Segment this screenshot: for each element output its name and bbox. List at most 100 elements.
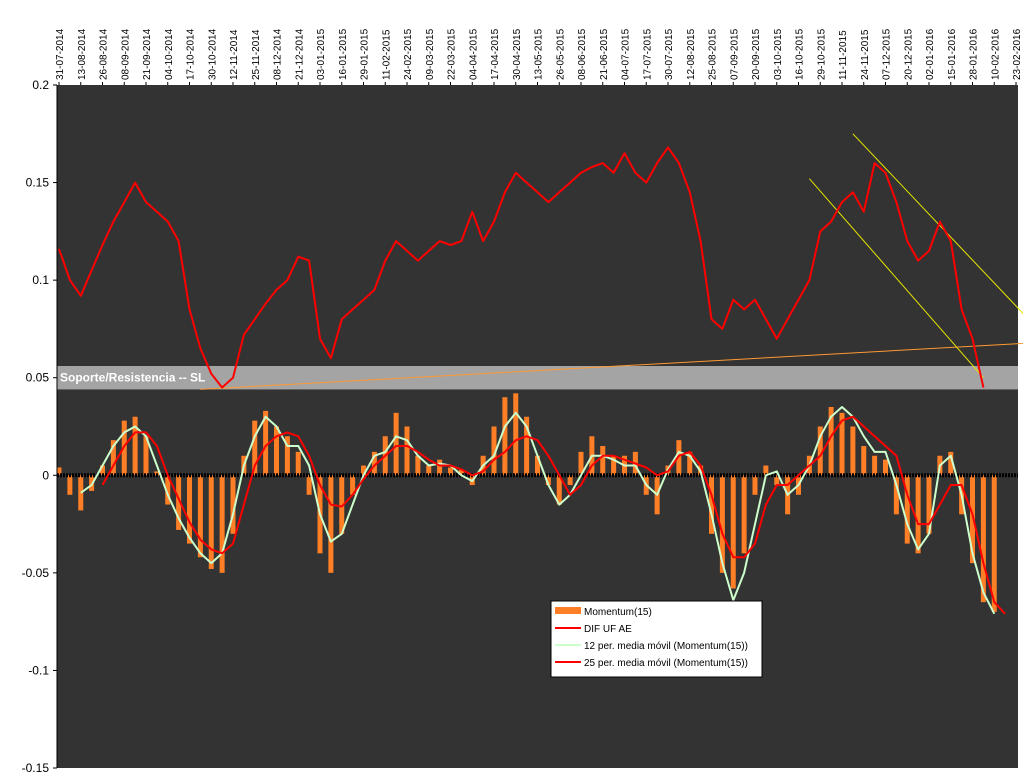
momentum-bar xyxy=(839,412,845,476)
momentum-bar xyxy=(915,475,921,554)
x-tick-label: 29-10-2015 xyxy=(816,28,827,80)
momentum-bar xyxy=(926,475,932,534)
x-tick-label: 21-12-2014 xyxy=(294,28,305,80)
x-tick-label: 30-10-2014 xyxy=(207,28,218,80)
momentum-bars xyxy=(56,393,997,612)
momentum-bar xyxy=(78,475,84,511)
momentum-bar xyxy=(110,440,116,476)
x-tick-label: 22-03-2015 xyxy=(447,28,458,80)
momentum-bar xyxy=(404,426,410,476)
momentum-bar xyxy=(991,475,997,612)
x-tick-label: 02-01-2016 xyxy=(925,28,936,80)
legend-swatch xyxy=(555,607,581,614)
momentum-bar xyxy=(100,465,105,476)
x-tick-label: 04-10-2014 xyxy=(164,28,175,80)
momentum-bar xyxy=(502,397,508,476)
momentum-bar xyxy=(513,393,519,476)
legend-label: 25 per. media móvil (Momentum(15)) xyxy=(584,658,748,669)
momentum-bar xyxy=(719,475,725,573)
momentum-bar xyxy=(611,455,617,476)
momentum-bar xyxy=(393,412,399,476)
momentum-bar xyxy=(284,436,290,476)
momentum-bar xyxy=(491,426,497,476)
x-tick-label: 03-10-2015 xyxy=(773,28,784,80)
x-tick-label: 31-07-2014 xyxy=(55,28,66,80)
x-tick-label: 25-08-2015 xyxy=(708,28,719,80)
y-axis: 0.2 0.15 0.1 0.05 0 -0.05 -0.1 -0.15 xyxy=(22,78,58,775)
momentum-bar xyxy=(883,459,888,476)
y-tick-label: 0.05 xyxy=(26,371,50,385)
momentum-bar xyxy=(328,475,334,573)
momentum-bar xyxy=(252,420,258,476)
momentum-bar xyxy=(872,455,878,476)
momentum-bar xyxy=(350,475,356,495)
x-tick-label: 17-10-2014 xyxy=(186,28,197,80)
series-line-3 xyxy=(101,415,1006,615)
momentum-bar xyxy=(556,475,562,505)
x-tick-label: 04-07-2015 xyxy=(621,28,632,80)
momentum-bar xyxy=(187,475,192,544)
x-tick-label: 25-11-2014 xyxy=(251,29,262,80)
y-tick-label: 0.15 xyxy=(26,176,50,190)
momentum-bar xyxy=(197,475,203,558)
x-tick-label: 09-03-2015 xyxy=(425,28,436,80)
momentum-bar xyxy=(371,451,377,476)
momentum-bar xyxy=(143,436,149,476)
momentum-bar xyxy=(306,475,312,495)
x-tick-label: 29-01-2015 xyxy=(360,28,371,80)
series-line-2 xyxy=(80,406,996,615)
legend-label: Momentum(15) xyxy=(584,607,652,618)
series-line-1 xyxy=(58,146,985,389)
y-tick-label: -0.1 xyxy=(28,663,49,677)
x-tick-label: 23-02-2016 xyxy=(1012,28,1023,80)
x-tick-label: 07-09-2015 xyxy=(729,28,740,80)
x-tick-label: 11-11-2015 xyxy=(838,30,849,80)
x-tick-label: 13-05-2015 xyxy=(534,28,545,80)
legend-box xyxy=(550,600,763,678)
band-label: Soporte/Resistencia -- SL xyxy=(60,371,205,385)
x-tick-label: 13-08-2014 xyxy=(77,28,88,80)
momentum-bar xyxy=(850,426,856,476)
x-tick-label: 21-06-2015 xyxy=(599,28,610,80)
momentum-bar xyxy=(567,475,573,486)
momentum-bar xyxy=(893,475,899,515)
momentum-bar xyxy=(230,475,236,534)
x-tick-label: 28-01-2016 xyxy=(969,28,980,80)
momentum-bar xyxy=(828,406,834,476)
momentum-bar xyxy=(763,465,769,476)
trendline xyxy=(200,342,1023,390)
momentum-bar xyxy=(730,475,736,589)
x-axis-ticks: 31-07-2014 13-08-2014 26-08-2014 08-09-2014… xyxy=(55,28,1023,85)
momentum-bar xyxy=(339,475,345,534)
x-tick-label: 21-09-2014 xyxy=(142,28,153,80)
momentum-bar xyxy=(774,475,780,486)
momentum-bar xyxy=(687,451,693,476)
x-tick-label: 30-04-2015 xyxy=(512,28,523,80)
x-tick-label: 07-12-2015 xyxy=(882,28,893,80)
momentum-bar xyxy=(415,455,421,476)
momentum-bar xyxy=(448,467,453,476)
legend: Momentum(15) DIF UF AE 12 per. media móvil… xyxy=(550,600,763,678)
momentum-bar xyxy=(361,465,366,476)
momentum-bar xyxy=(817,426,823,476)
momentum-bar xyxy=(752,475,758,495)
momentum-bar xyxy=(426,465,432,476)
momentum-bar xyxy=(437,459,443,476)
momentum-bar xyxy=(904,475,910,544)
momentum-bar xyxy=(208,475,214,569)
x-tick-label: 17-07-2015 xyxy=(642,28,653,80)
x-tick-label: 03-01-2015 xyxy=(316,28,327,80)
x-tick-label: 24-02-2015 xyxy=(403,28,414,80)
x-tick-label: 12-08-2015 xyxy=(686,28,697,80)
x-tick-label: 17-04-2015 xyxy=(490,28,501,80)
x-tick-label: 15-01-2016 xyxy=(947,28,958,80)
x-tick-label: 24-11-2015 xyxy=(860,29,871,80)
y-tick-label: 0 xyxy=(42,468,49,482)
momentum-bar xyxy=(165,475,171,505)
momentum-bar xyxy=(600,446,606,476)
x-tick-label: 26-05-2015 xyxy=(555,28,566,80)
momentum-bar xyxy=(578,451,584,476)
momentum-bar xyxy=(458,469,464,476)
x-tick-label: 20-09-2015 xyxy=(751,28,762,80)
